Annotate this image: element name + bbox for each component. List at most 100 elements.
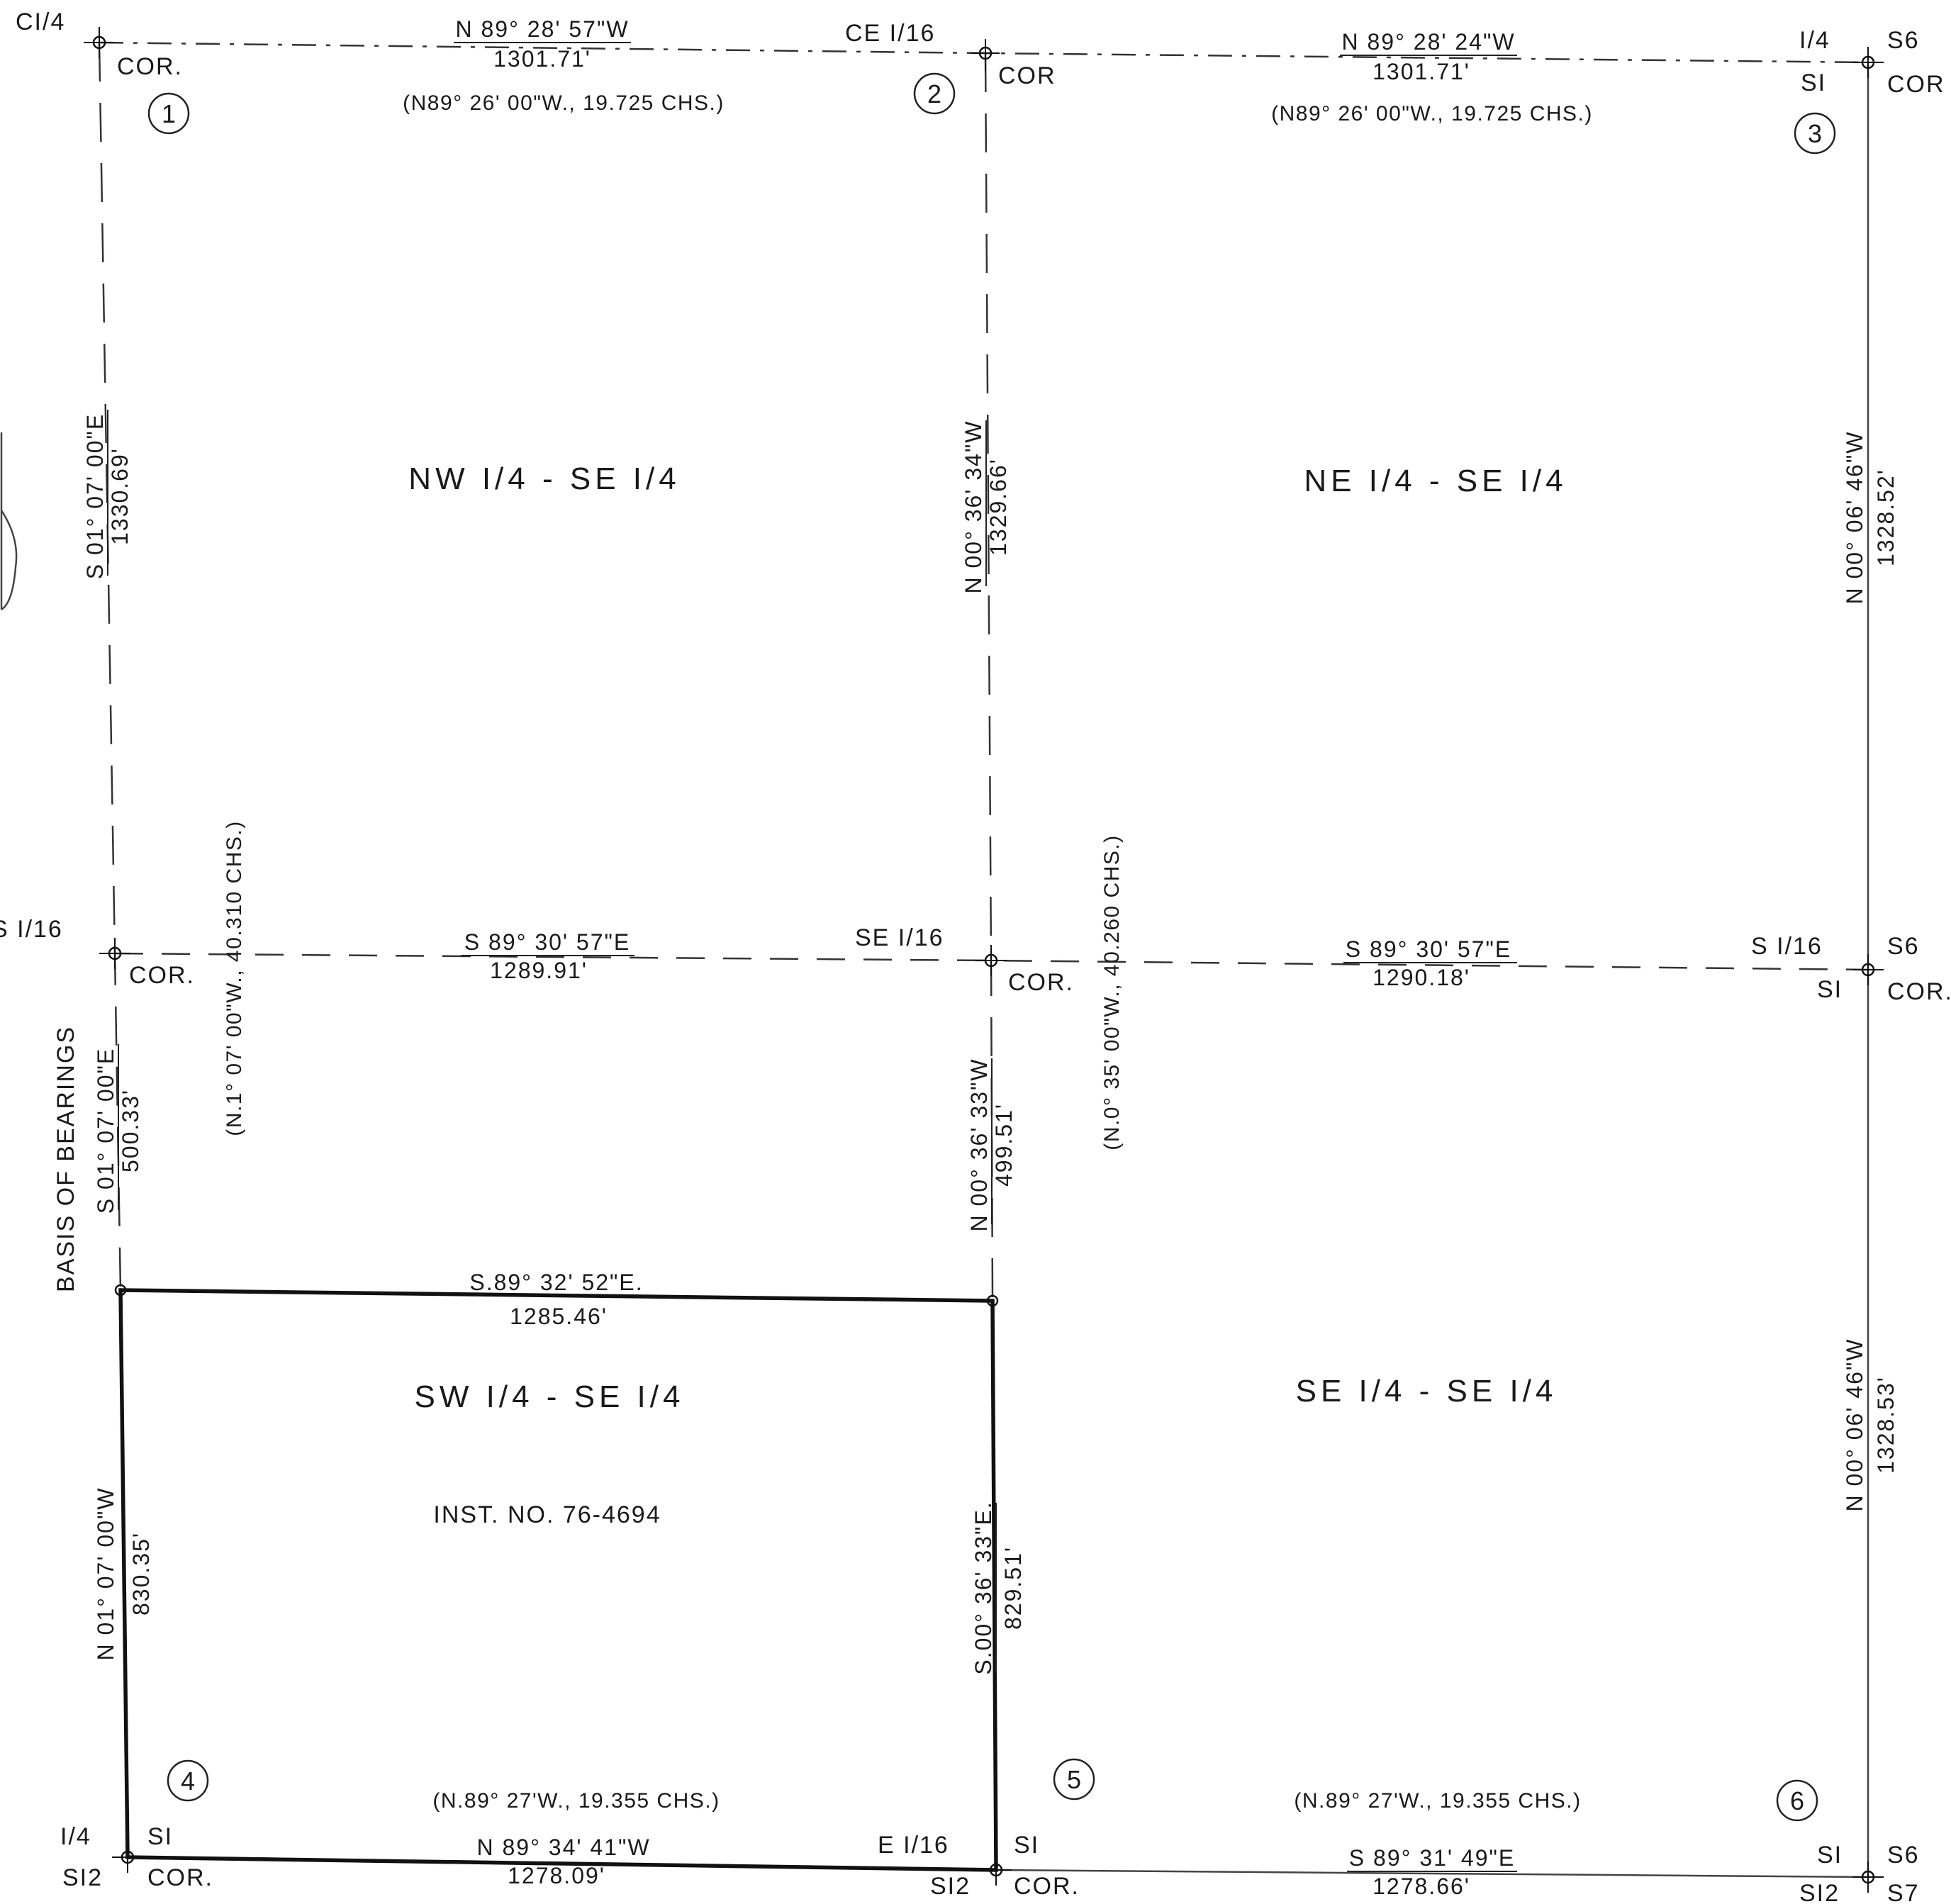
label-s1-s: SI (1014, 1832, 1039, 1859)
distance-text: 1329.66' (985, 458, 1011, 556)
circle-4 (167, 1759, 209, 1802)
label-s116-left: S I/16 (0, 916, 63, 943)
bearing-text: N 00° 36' 33"W (966, 1058, 992, 1231)
distance-text: 1330.69' (107, 447, 133, 545)
label-e116: E I/16 (878, 1832, 949, 1859)
circle-6 (1776, 1779, 1818, 1822)
distance-text: 1328.52' (1873, 469, 1899, 566)
bearing-text: N 89° 34' 41"W (476, 1835, 650, 1860)
circle-5-number: 5 (1067, 1765, 1081, 1794)
label-cor-2: COR (998, 62, 1056, 89)
circle-6-number: 6 (1790, 1786, 1804, 1815)
qq-sw-label: SW I/4 - SE I/4 (415, 1379, 685, 1414)
qq-nw-label: NW I/4 - SE I/4 (408, 461, 680, 496)
record-text: (N89° 26' 00"W., 19.725 CHS.) (1271, 102, 1593, 125)
circle-1-number: 1 (162, 99, 176, 128)
label-14-ne: I/4 (1799, 27, 1830, 54)
distance-text: 1328.53' (1873, 1376, 1899, 1474)
label-cor-sw: COR. (147, 1864, 213, 1891)
distance-text: 1301.71' (1373, 59, 1470, 84)
record-text: (N.89° 27'W., 19.355 CHS.) (432, 1789, 720, 1813)
label-s12-sw: SI2 (62, 1864, 103, 1891)
distance-text: 829.51' (1000, 1546, 1026, 1630)
bearing-text: N 00° 36' 34"W (961, 420, 986, 593)
mid-left-bearing: S 89° 30' 57"E 1289.91' (461, 929, 635, 983)
circle-2-number: 2 (927, 79, 941, 108)
qq-ne-label: NE I/4 - SE I/4 (1304, 464, 1567, 498)
distance-text: 1290.18' (1373, 965, 1470, 990)
distance-text: 1289.91' (490, 958, 588, 983)
label-s12-se: SI2 (1799, 1880, 1840, 1904)
distance-text: 499.51' (991, 1103, 1017, 1187)
distance-text: 1278.66' (1373, 1874, 1470, 1899)
west-lower-bearing: N 01° 07' 00"W 830.35' (93, 1486, 154, 1660)
bearing-text: S 89° 30' 57"E (464, 929, 630, 955)
circled-numbers (147, 72, 1836, 1822)
label-s6-se: S6 (1887, 1842, 1920, 1869)
distance-text: 1278.09' (508, 1863, 605, 1888)
label-cor-center-mid: COR. (1008, 969, 1074, 996)
circle-1 (147, 92, 190, 135)
bearing-text: S 01° 07' 00"E (82, 413, 108, 579)
label-s6-mid: S6 (1887, 933, 1920, 960)
bearing-text: S 89° 30' 57"E (1346, 936, 1511, 962)
label-s6-ne: S6 (1887, 27, 1920, 54)
north-right-bearing: N 89° 28' 24"W 1301.71' (N89° 26' 00"W.,… (1271, 29, 1593, 125)
circle-3-number: 3 (1808, 119, 1822, 148)
parcel-boundary (118, 1288, 998, 1872)
west-mid-bearing: S 01° 07' 00"E 500.33' (93, 1044, 143, 1214)
sixteenth-line (114, 952, 1869, 971)
distance-text: 1301.71' (493, 46, 591, 72)
instrument-number: INST. NO. 76-4694 (433, 1501, 661, 1528)
east-lower-bearing: N 00° 06' 46"W 1328.53' (1842, 1338, 1899, 1511)
bearing-text: N 89° 28' 57"W (455, 16, 629, 42)
center-record: (N.0° 35' 00"W., 40.260 CHS.) (1100, 834, 1124, 1150)
bearing-text: S.89° 32' 52"E. (469, 1270, 643, 1295)
mid-right-bearing: S 89° 30' 57"E 1290.18' (1343, 936, 1517, 990)
label-s1-sw: SI (147, 1823, 173, 1850)
label-14-sw: I/4 (60, 1823, 91, 1850)
basis-of-bearings: BASIS OF BEARINGS (52, 1026, 79, 1292)
west-upper-bearing: S 01° 07' 00"E 1330.69' (82, 410, 133, 579)
bearing-text: S 01° 07' 00"E (93, 1048, 118, 1214)
label-s116-right: S I/16 (1751, 933, 1823, 960)
monument-crosshairs (84, 27, 1884, 1893)
label-cor-right-mid: COR. (1887, 978, 1951, 1005)
north-left-bearing: N 89° 28' 57"W 1301.71' (N89° 26' 00"W.,… (403, 16, 723, 115)
circle-5 (1053, 1758, 1095, 1801)
label-s1-ne: SI (1801, 69, 1826, 96)
label-ce116: CE I/16 (845, 20, 935, 47)
south-right-bearing: (N.89° 27'W., 19.355 CHS.) S 89° 31' 49"… (1294, 1789, 1581, 1899)
distance-text: 500.33' (118, 1089, 143, 1172)
label-s1-mid: SI (1817, 976, 1843, 1003)
center-lower-bearing: S.00° 36' 33"E. 829.51' (971, 1501, 1026, 1674)
west-record: (N.1° 07' 00"W., 40.310 CHS.) (223, 820, 246, 1136)
label-cor-1: COR. (117, 53, 183, 80)
south-section-line (995, 1869, 1869, 1878)
parcel-north-bearing: S.89° 32' 52"E. 1285.46' (469, 1270, 643, 1329)
monument-parcel-ne (986, 1294, 999, 1307)
distance-text: 1285.46' (510, 1304, 608, 1329)
bearing-text: N 00° 06' 46"W (1842, 430, 1867, 604)
label-se116: SE I/16 (855, 924, 944, 951)
label-s1-se: SI (1817, 1842, 1843, 1869)
bearing-text: N 01° 07' 00"W (93, 1486, 118, 1660)
label-cor-3: COR (1887, 71, 1945, 98)
south-left-bearing: (N.89° 27'W., 19.355 CHS.) N 89° 34' 41"… (432, 1789, 720, 1888)
qq-se-label: SE I/4 - SE I/4 (1296, 1374, 1558, 1409)
label-s7: S7 (1887, 1880, 1920, 1904)
label-s12-s: SI2 (930, 1873, 971, 1900)
bearing-text: S 89° 31' 49"E (1349, 1845, 1515, 1871)
label-cor-s: COR. (1014, 1873, 1080, 1900)
label-cor-left-mid: COR. (129, 962, 195, 989)
distance-text: 830.35' (128, 1532, 154, 1615)
center-upper-bearing: N 00° 36' 34"W 1329.66' (961, 420, 1011, 593)
label-c14: CI/4 (16, 9, 65, 35)
circle-3 (1794, 112, 1836, 155)
center-mid-bearing: N 00° 36' 33"W 499.51' (966, 1058, 1017, 1231)
circle-4-number: 4 (181, 1766, 195, 1796)
bearing-text: N 89° 28' 24"W (1341, 29, 1515, 55)
record-text: (N.89° 27'W., 19.355 CHS.) (1294, 1789, 1581, 1813)
bearing-text: S.00° 36' 33"E. (971, 1501, 996, 1674)
